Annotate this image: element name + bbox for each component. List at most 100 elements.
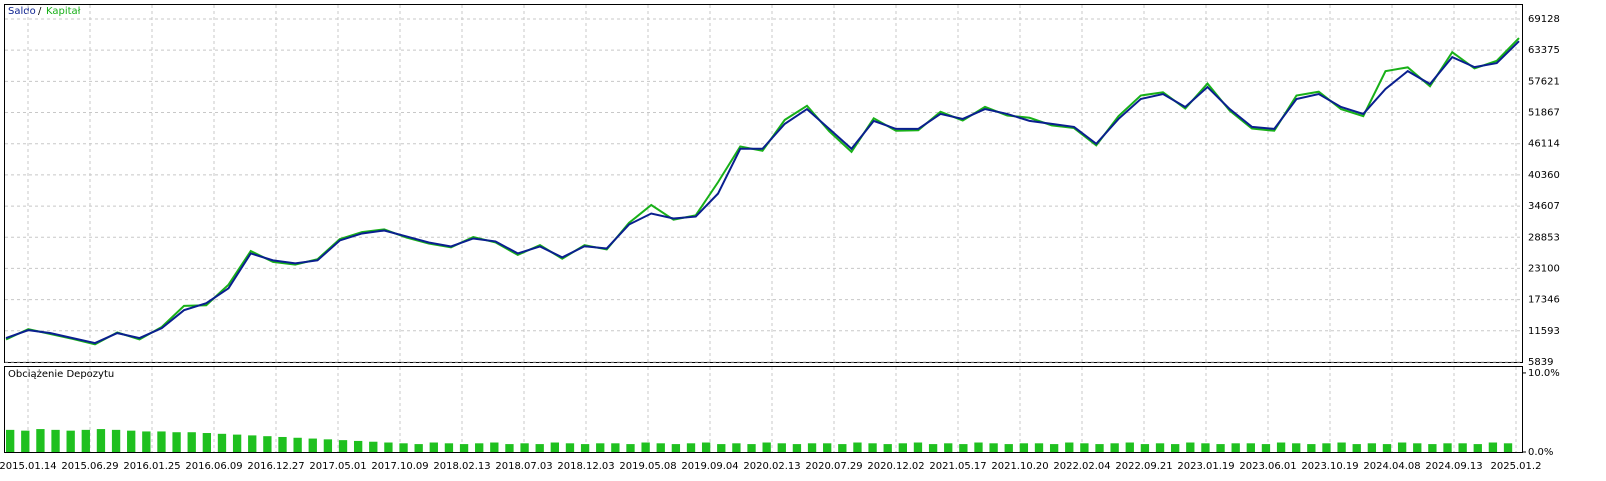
bar	[323, 439, 333, 452]
bar	[1065, 442, 1074, 452]
bar	[989, 443, 998, 452]
bar	[36, 429, 45, 452]
x-tick-label: 2023.10.19	[1301, 461, 1358, 472]
bar	[626, 444, 635, 452]
bar	[232, 434, 242, 452]
bar	[21, 430, 30, 452]
y-tick-label: 11593	[1528, 326, 1560, 337]
bar	[1322, 443, 1331, 452]
bar	[369, 441, 378, 452]
bar	[51, 429, 60, 452]
x-tick-label: 2024.09.13	[1425, 461, 1482, 472]
main-panel	[4, 4, 1523, 363]
bar	[777, 443, 786, 452]
bar	[81, 429, 90, 452]
bar	[838, 444, 847, 452]
y-tick-label: 5839	[1528, 357, 1553, 368]
x-tick-label: 2016.12.27	[247, 461, 304, 472]
bar	[1488, 442, 1498, 452]
bar	[157, 431, 166, 452]
bar	[762, 442, 771, 452]
bar	[1049, 444, 1059, 452]
y-tick-label: 40360	[1528, 170, 1560, 181]
bar	[1034, 443, 1044, 452]
y-tick-label: 69128	[1528, 14, 1560, 25]
y-tick-label: 10.0%	[1528, 368, 1560, 379]
bar	[263, 436, 272, 452]
bar	[338, 440, 348, 452]
bar	[717, 444, 726, 452]
bar	[959, 444, 968, 452]
bar	[1473, 444, 1482, 452]
bar	[807, 443, 817, 452]
x-tick-label: 2016.06.09	[185, 461, 242, 472]
legend: Saldo / Kapitał	[8, 6, 81, 17]
bar	[1261, 444, 1271, 452]
bar	[1201, 443, 1210, 452]
bar	[1125, 442, 1134, 452]
bar	[792, 444, 802, 452]
bar	[1155, 443, 1165, 452]
x-tick-label: 2016.01.25	[123, 461, 180, 472]
bar	[898, 443, 907, 452]
x-tick-label: 2023.01.19	[1177, 461, 1234, 472]
legend-entry: Saldo	[8, 6, 36, 17]
bar	[1428, 444, 1437, 452]
bar	[974, 442, 983, 452]
bar	[1276, 442, 1286, 452]
bar	[278, 436, 287, 452]
bar	[656, 443, 665, 452]
bar	[1397, 442, 1407, 452]
bar	[308, 438, 317, 452]
bar	[1186, 442, 1195, 452]
bar	[853, 442, 862, 452]
legend-entry: Kapitał	[46, 6, 81, 17]
bar	[868, 443, 877, 452]
bar	[596, 443, 605, 452]
bar	[580, 444, 590, 452]
bar	[565, 443, 575, 452]
x-tick-label: 2018.12.03	[557, 461, 614, 472]
bar	[187, 432, 196, 452]
bar	[111, 429, 121, 452]
x-tick-label: 2022.02.04	[1053, 461, 1110, 472]
bar	[550, 442, 560, 452]
bar	[928, 444, 938, 452]
bar	[1246, 443, 1255, 452]
x-tick-label: 2022.09.21	[1115, 461, 1172, 472]
x-tick-label: 2021.10.20	[991, 461, 1048, 472]
bar	[913, 442, 923, 452]
bar	[1382, 444, 1392, 452]
bar	[1458, 443, 1467, 452]
bar	[505, 444, 514, 452]
bar	[1292, 443, 1301, 452]
bar	[96, 429, 106, 452]
bar	[202, 433, 212, 452]
bar	[823, 443, 832, 452]
bar	[384, 442, 393, 452]
bar	[293, 437, 302, 452]
bar	[732, 443, 741, 452]
bar	[1307, 444, 1316, 452]
bar	[490, 442, 499, 452]
bar	[66, 430, 75, 452]
x-tick-label: 2017.10.09	[371, 461, 428, 472]
x-tick-label: 2023.06.01	[1239, 461, 1296, 472]
bar	[1216, 444, 1225, 452]
bar	[1352, 444, 1361, 452]
y-tick-label: 23100	[1528, 263, 1560, 274]
bar	[1095, 444, 1104, 452]
x-tick-label: 2024.04.08	[1363, 461, 1420, 472]
x-tick-label: 2020.02.13	[743, 461, 800, 472]
y-tick-label: 57621	[1528, 76, 1560, 87]
bar	[429, 442, 438, 452]
bar	[444, 443, 454, 452]
bar	[686, 443, 696, 452]
y-tick-label: 63375	[1528, 45, 1560, 56]
bar	[747, 444, 756, 452]
y-tick-label: 28853	[1528, 232, 1560, 243]
bar	[399, 443, 408, 452]
bar	[127, 430, 136, 452]
bar	[1337, 442, 1346, 452]
